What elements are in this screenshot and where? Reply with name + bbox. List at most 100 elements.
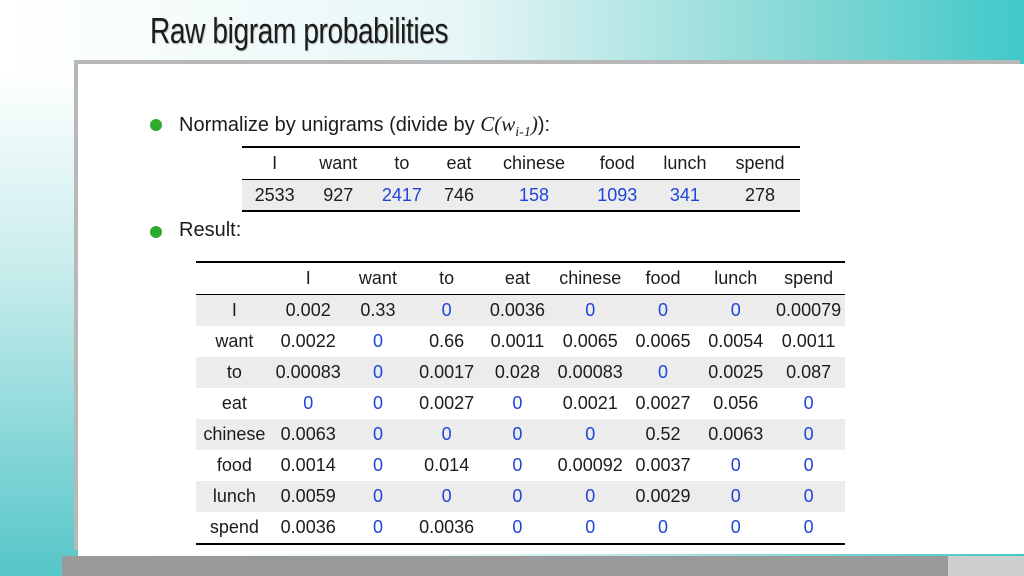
- bigram-row-label: spend: [209, 517, 259, 537]
- bigram-cell: 0.0063: [699, 419, 773, 450]
- bigram-cell: 0: [481, 419, 554, 450]
- bullet-text-1: Normalize by unigrams (divide by C(wi-1)…: [179, 112, 550, 141]
- bigram-cell: 0.52: [626, 419, 700, 450]
- bigram-row-label: chinese: [196, 419, 273, 450]
- bigram-body: I 0.002 0.33 0 0.0036 0 0 0 0.00079 want 0.0022 0 0.…: [196, 294, 845, 545]
- bigram-cell: 0.0065: [562, 331, 618, 351]
- bigram-cell: 0: [699, 481, 773, 512]
- bigram-header-cell: want: [343, 262, 413, 295]
- unigram-value-cell: 158: [483, 179, 585, 211]
- bigram-cell: 0: [803, 517, 814, 537]
- bigram-cell: 0: [626, 357, 700, 388]
- bigram-cell: 0: [553, 481, 627, 512]
- bigram-cell: 0.0011: [781, 331, 836, 351]
- bigram-row: lunch 0.0059 0 0 0 0 0.0029 0 0: [196, 481, 845, 512]
- unigram-value-cell: 2533: [242, 179, 308, 211]
- formula-c: C: [480, 112, 495, 136]
- unigram-value-cell: 2417: [369, 179, 435, 211]
- bigram-cell: 0.0037: [635, 455, 691, 475]
- bigram-cell: 0.33: [343, 294, 413, 326]
- bigram-row: spend 0.0036 0 0.0036 0 0 0 0 0: [196, 512, 845, 544]
- unigram-header-cell: to: [394, 153, 410, 173]
- bottom-bar: [62, 556, 948, 576]
- bigram-row-label: lunch: [196, 481, 273, 512]
- bigram-row-label: want: [215, 331, 254, 351]
- bigram-cell: 0: [343, 419, 413, 450]
- formula-open-paren: (: [494, 112, 502, 136]
- bigram-header-cell: spend: [772, 262, 845, 295]
- unigram-header-cell: chinese: [503, 153, 566, 173]
- bigram-cell: 0.0063: [272, 419, 344, 450]
- bigram-header-cell: eat: [481, 262, 554, 295]
- bigram-cell: 0: [372, 331, 383, 351]
- unigram-value-cell: 746: [434, 179, 484, 211]
- bigram-cell: 0: [772, 481, 845, 512]
- bigram-cell: 0.0027: [419, 393, 475, 413]
- bigram-cell: 0.0059: [272, 481, 344, 512]
- bigram-cell: 0.00079: [772, 294, 845, 326]
- bigram-cell: 0.00083: [272, 357, 344, 388]
- bigram-cell: 0: [657, 517, 668, 537]
- unigram-header-cell: food: [599, 153, 635, 173]
- page-title: Raw bigram probabilities: [150, 10, 449, 51]
- bigram-cell: 0.00083: [553, 357, 627, 388]
- bigram-row-label: I: [196, 294, 273, 326]
- formula-close-paren: ): [530, 112, 538, 136]
- bigram-cell: 0: [303, 393, 314, 413]
- unigram-value-cell: 1093: [584, 179, 650, 211]
- bigram-row: chinese 0.0063 0 0 0 0 0.52 0.0063 0: [196, 419, 845, 450]
- bigram-cell: 0.028: [481, 357, 554, 388]
- bigram-cell: 0.0029: [626, 481, 700, 512]
- bigram-cell: 0: [372, 393, 383, 413]
- bigram-cell: 0.0021: [562, 393, 618, 413]
- bullet-dot-2: [150, 226, 162, 238]
- bigram-cell: 0: [772, 419, 845, 450]
- bigram-row-label: to: [196, 357, 273, 388]
- bigram-header-cell: to: [412, 262, 482, 295]
- bigram-cell: 0: [553, 294, 627, 326]
- bigram-cell: 0.0036: [280, 517, 336, 537]
- bigram-cell: 0: [626, 294, 700, 326]
- bigram-cell: 0.00092: [557, 455, 623, 475]
- bigram-cell: 0: [412, 294, 482, 326]
- bigram-cell: 0: [730, 517, 741, 537]
- bullet-text-2: Result:: [179, 219, 242, 241]
- bigram-header-cell: food: [626, 262, 700, 295]
- formula-w: w: [501, 112, 516, 136]
- unigram-header-cell: I: [272, 153, 278, 173]
- bigram-cell: 0.0027: [635, 393, 691, 413]
- bigram-cell: 0: [481, 481, 554, 512]
- unigram-value-row: 2533 927 2417 746 158 1093 341 278: [242, 179, 800, 211]
- bigram-cell: 0.0011: [490, 331, 545, 351]
- bullet-text-1-lead: Normalize by unigrams (divide by: [179, 114, 481, 136]
- bigram-cell: 0.0025: [699, 357, 773, 388]
- bigram-header-cell: I: [272, 262, 344, 295]
- bigram-cell: 0.087: [772, 357, 845, 388]
- bullet-dot-1: [150, 119, 162, 131]
- unigram-value-cell: 278: [720, 179, 800, 211]
- bigram-cell: 0: [343, 481, 413, 512]
- unigram-header-cell: want: [319, 153, 358, 173]
- bigram-cell: 0: [412, 481, 482, 512]
- bigram-row-label: food: [216, 455, 252, 475]
- bigram-cell: 0: [553, 419, 627, 450]
- bigram-cell: 0.0036: [481, 294, 554, 326]
- bigram-cell: 0: [512, 455, 523, 475]
- bigram-row: I 0.002 0.33 0 0.0036 0 0 0 0.00079: [196, 294, 845, 326]
- bigram-row: to 0.00083 0 0.0017 0.028 0.00083 0 0.0025 0.087: [196, 357, 845, 388]
- unigram-header-cell: lunch: [663, 153, 707, 173]
- bigram-row: eat 0 0 0.0027 0 0.0021 0.0027 0.056 0: [196, 388, 845, 419]
- bigram-cell: 0.0065: [635, 331, 691, 351]
- unigram-value-cell: 927: [307, 179, 370, 211]
- bigram-corner-cell: [196, 262, 273, 295]
- bigram-cell: 0.002: [272, 294, 344, 326]
- bigram-cell: 0: [803, 393, 814, 413]
- bigram-header-cell: chinese: [553, 262, 627, 295]
- bottom-bar-right: [948, 556, 1024, 576]
- bigram-cell: 0: [372, 517, 383, 537]
- bigram-cell: 0: [730, 455, 741, 475]
- unigram-header-cell: eat: [446, 153, 472, 173]
- bigram-row: food 0.0014 0 0.014 0 0.00092 0.0037 0 0: [196, 450, 845, 481]
- bigram-cell: 0.056: [713, 393, 759, 413]
